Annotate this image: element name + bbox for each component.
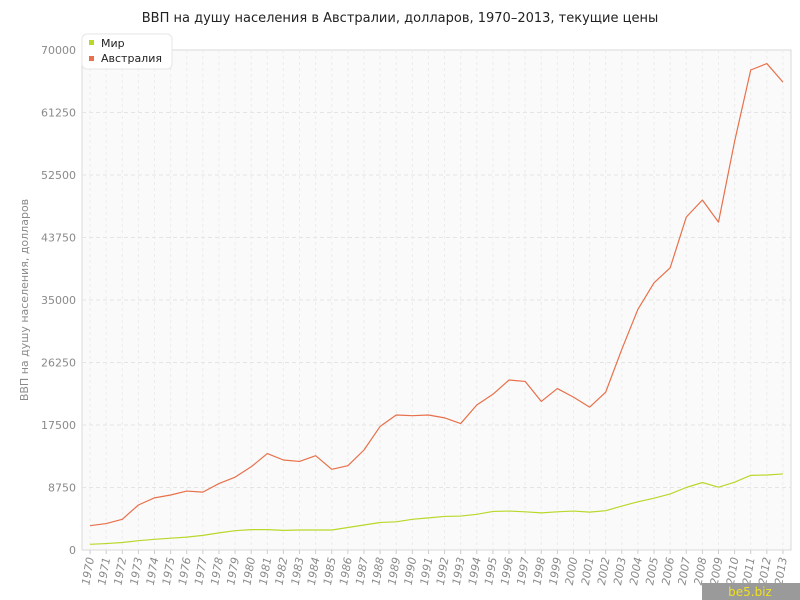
x-tick-label: 2000: [563, 556, 581, 586]
x-tick-label: 2004: [627, 556, 645, 586]
x-tick-label: 1975: [160, 556, 178, 586]
x-tick-label: 1988: [369, 556, 387, 586]
x-tick-label: 1995: [482, 556, 500, 586]
x-tick-label: 2007: [676, 556, 694, 586]
x-tick-label: 2006: [659, 556, 677, 586]
x-tick-label: 1981: [257, 556, 275, 586]
x-tick-label: 2009: [708, 556, 726, 586]
legend-box: [81, 33, 173, 70]
legend-swatch-australia: [89, 56, 94, 61]
x-tick-label: 2012: [756, 556, 774, 586]
x-tick-label: 1984: [305, 556, 323, 586]
watermark: be5.biz: [702, 583, 800, 600]
legend-label-australia: Австралия: [101, 52, 162, 65]
chart-title: ВВП на душу населения в Австралии, долла…: [142, 11, 658, 26]
x-tick-label: 1971: [95, 556, 113, 586]
y-axis-label: ВВП на душу населения, долларов: [18, 199, 31, 401]
x-tick-label: 1999: [547, 556, 565, 586]
series-layer: [89, 62, 784, 545]
y-tick-label: 52500: [41, 169, 76, 182]
x-tick-label: 2008: [692, 556, 710, 586]
x-tick-label: 1980: [240, 556, 258, 586]
x-tick-label: 2001: [579, 556, 597, 586]
y-tick-label: 0: [69, 544, 76, 557]
x-tick-label: 1989: [386, 556, 404, 586]
watermark-text: be5.biz: [728, 585, 772, 599]
x-tick-label: 2002: [595, 556, 613, 586]
x-tick-label: 1991: [418, 556, 436, 586]
x-tick-label: 2011: [740, 556, 758, 586]
x-tick-label: 1972: [112, 556, 130, 586]
y-tick-label: 61250: [41, 107, 76, 120]
series-line-world: [90, 473, 783, 545]
x-tick-label: 1987: [353, 556, 371, 586]
y-tick-label: 26250: [41, 357, 76, 370]
x-tick-label: 2013: [772, 556, 790, 586]
legend-swatch-world: [89, 40, 94, 45]
y-axis-ticks: 0 8750 17500 26250 35000 43750 52500 61250 70000: [41, 44, 76, 557]
x-tick-label: 1990: [402, 556, 420, 586]
x-tick-label: 1973: [128, 556, 146, 586]
x-tick-label: 1996: [498, 556, 516, 586]
x-tick-label: 1979: [224, 556, 242, 586]
x-tick-label: 1970: [79, 556, 97, 586]
x-tick-label: 1994: [466, 556, 484, 586]
legend-label-world: Мир: [101, 37, 125, 50]
x-tick-label: 1997: [514, 556, 532, 586]
x-tick-label: 1978: [208, 556, 226, 586]
legend: Мир Австралия: [81, 33, 173, 70]
y-tick-label: 35000: [41, 294, 76, 307]
x-tick-label: 1992: [434, 556, 452, 586]
y-tick-label: 70000: [41, 44, 76, 57]
x-tick-label: 1974: [144, 556, 162, 586]
x-tick-label: 1998: [531, 556, 549, 586]
x-tick-label: 1976: [176, 556, 194, 586]
x-tick-label: 1977: [192, 556, 210, 586]
x-tick-label: 2005: [643, 556, 661, 586]
x-axis-ticks: 1970197119721973197419751976197719781979…: [79, 550, 790, 586]
series-line-australia: [89, 62, 784, 527]
y-tick-label: 17500: [41, 419, 76, 432]
y-tick-label: 8750: [48, 482, 76, 495]
x-tick-label: 1985: [321, 556, 339, 586]
x-tick-label: 1983: [289, 556, 307, 586]
x-tick-label: 2010: [724, 556, 742, 586]
y-tick-label: 43750: [41, 232, 76, 245]
x-tick-label: 2003: [611, 556, 629, 586]
x-tick-label: 1982: [273, 556, 291, 586]
x-tick-label: 1993: [450, 556, 468, 586]
watermark-bg: [702, 583, 800, 600]
x-tick-label: 1986: [337, 556, 355, 586]
